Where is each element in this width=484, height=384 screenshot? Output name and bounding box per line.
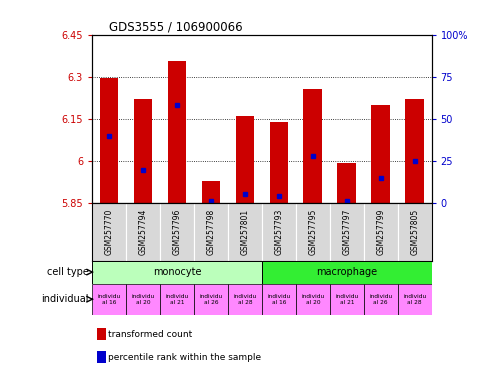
- Bar: [295, 204, 329, 261]
- Bar: [160, 283, 194, 315]
- Text: GDS3555 / 106900066: GDS3555 / 106900066: [109, 20, 242, 33]
- Text: GSM257794: GSM257794: [138, 209, 147, 255]
- Text: individu
al 16: individu al 16: [267, 294, 290, 305]
- Text: individu
al 20: individu al 20: [131, 294, 154, 305]
- Bar: [92, 261, 261, 283]
- Text: cell type: cell type: [47, 267, 89, 277]
- Text: macrophage: macrophage: [316, 267, 377, 277]
- Bar: [160, 204, 194, 261]
- Bar: [261, 283, 295, 315]
- Bar: [397, 283, 431, 315]
- Bar: [261, 261, 431, 283]
- Text: monocyte: monocyte: [152, 267, 201, 277]
- Text: individu
al 28: individu al 28: [402, 294, 425, 305]
- Bar: [329, 204, 363, 261]
- Bar: [303, 89, 321, 204]
- Text: GSM257798: GSM257798: [206, 209, 215, 255]
- Bar: [92, 283, 126, 315]
- Bar: [337, 162, 355, 204]
- Bar: [134, 99, 152, 204]
- Bar: [329, 283, 363, 315]
- Text: individu
al 21: individu al 21: [165, 294, 188, 305]
- Bar: [397, 204, 431, 261]
- Bar: [269, 122, 287, 204]
- Bar: [126, 283, 160, 315]
- Bar: [235, 116, 254, 204]
- Text: transformed count: transformed count: [108, 329, 192, 339]
- Text: GSM257799: GSM257799: [376, 209, 384, 255]
- Text: individu
al 26: individu al 26: [199, 294, 222, 305]
- Bar: [167, 61, 186, 204]
- Bar: [100, 78, 118, 204]
- Bar: [405, 99, 423, 204]
- Bar: [295, 283, 329, 315]
- Text: individu
al 28: individu al 28: [233, 294, 256, 305]
- Bar: [201, 181, 220, 204]
- Text: individual: individual: [41, 294, 89, 304]
- Bar: [126, 204, 160, 261]
- Bar: [92, 204, 126, 261]
- Text: percentile rank within the sample: percentile rank within the sample: [108, 353, 261, 362]
- Text: GSM257770: GSM257770: [105, 209, 113, 255]
- Bar: [227, 204, 261, 261]
- Text: GSM257801: GSM257801: [240, 209, 249, 255]
- Text: GSM257805: GSM257805: [409, 209, 418, 255]
- Text: GSM257796: GSM257796: [172, 209, 181, 255]
- Text: individu
al 26: individu al 26: [368, 294, 392, 305]
- Text: individu
al 21: individu al 21: [334, 294, 358, 305]
- Bar: [363, 283, 397, 315]
- Bar: [261, 204, 295, 261]
- Bar: [194, 204, 227, 261]
- Text: GSM257795: GSM257795: [308, 209, 317, 255]
- Bar: [194, 283, 227, 315]
- Text: GSM257793: GSM257793: [274, 209, 283, 255]
- Bar: [227, 283, 261, 315]
- Bar: [371, 105, 389, 204]
- Text: individu
al 20: individu al 20: [301, 294, 324, 305]
- Bar: [363, 204, 397, 261]
- Text: individu
al 16: individu al 16: [97, 294, 121, 305]
- Text: GSM257797: GSM257797: [342, 209, 350, 255]
